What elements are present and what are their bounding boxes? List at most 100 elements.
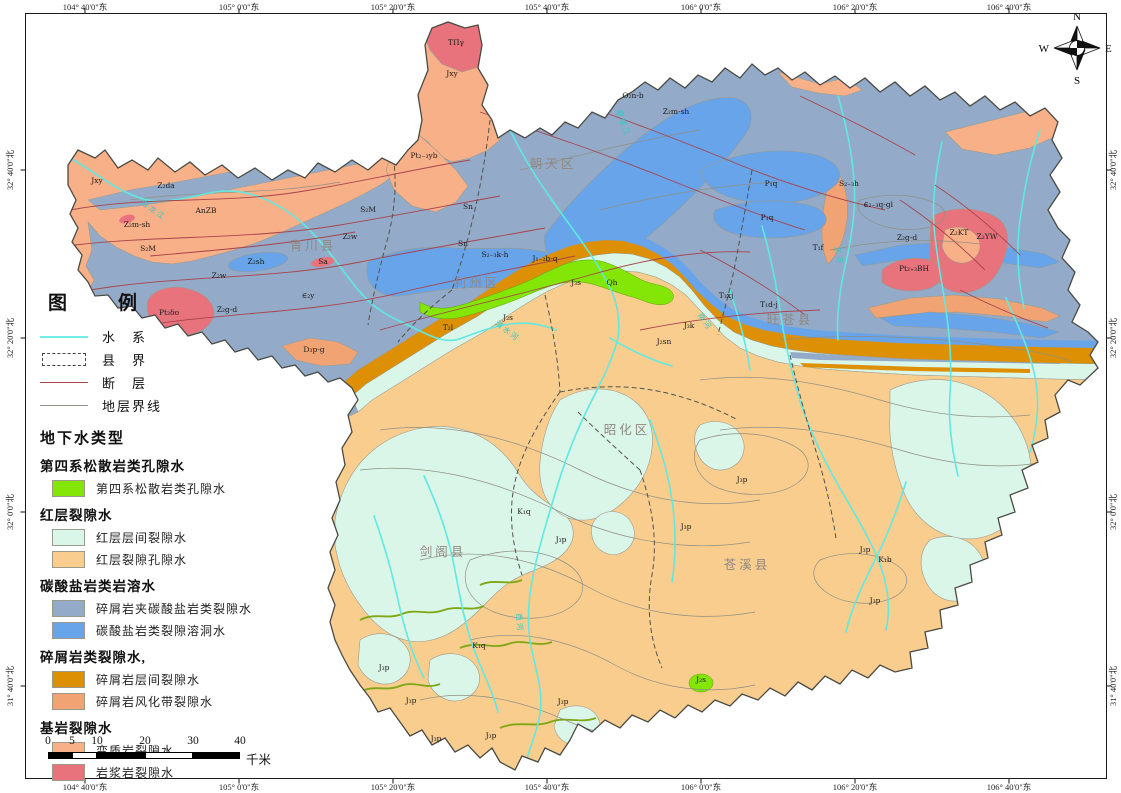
legend-title: 图 例 [48, 293, 154, 314]
legend-item: 红层裂隙孔隙水 [52, 551, 308, 568]
geologic-unit-label: J₃p [405, 696, 417, 705]
longitude-label-top: 106° 20'0"东 [832, 2, 878, 12]
legend-item-label: 第四系松散岩类孔隙水 [96, 482, 227, 496]
stratum-icon [40, 405, 88, 406]
latitude-label-right: 32° 40'0"北 [1108, 149, 1118, 191]
geologic-unit-label: J₃p [859, 545, 871, 554]
longitude-label-top: 104° 40'0"东 [62, 2, 108, 12]
county-name-label: 青川县 [290, 238, 337, 253]
color-swatch [52, 764, 85, 781]
fault-lines [69, 95, 1049, 331]
legend-item-stratum: 地层界线 [40, 394, 308, 417]
geologic-unit-label: J₂s [695, 675, 706, 684]
geologic-unit-label: Pt₂₊₃BH [899, 264, 930, 273]
unit-karst-band3 [699, 150, 840, 204]
longitude-label-top: 105° 40'0"东 [524, 2, 570, 12]
county-icon [42, 353, 86, 366]
river-name-label: 西河 [514, 613, 525, 633]
geologic-unit-label: J₁₋₂b-q [531, 254, 557, 263]
unit-weathered-d3pg [281, 337, 359, 367]
color-swatch [52, 742, 85, 759]
legend-item: 红层层间裂隙水 [52, 529, 308, 546]
longitude-label-top: 106° 0'0"东 [680, 2, 722, 12]
legend-item-label: 碳酸盐岩类裂隙溶洞水 [96, 624, 227, 638]
geologic-unit-label: J₃p [557, 697, 569, 706]
geologic-unit-label: J₂sn [656, 337, 672, 346]
unit-metamorphic-in-ne [941, 227, 981, 264]
legend-group-heading: 碎屑岩类裂隙水, [40, 650, 146, 665]
geologic-unit-label: S₂₋₃h [839, 179, 859, 188]
geologic-unit-label: Jxy [445, 69, 458, 78]
county-name-label: 昭化区 [604, 422, 651, 437]
color-swatch [52, 551, 85, 568]
unit-magmatic-lens1 [311, 257, 335, 267]
geologic-unit-label: S₂₋₃k-h [482, 250, 509, 259]
county-name-label: 剑阁县 [420, 544, 467, 559]
legend-item-label: 红层裂隙孔隙水 [96, 553, 188, 567]
latitude-label-right: 32° 0'0"北 [1108, 493, 1118, 531]
geologic-unit-label: J₃p [485, 731, 497, 740]
longitude-label-top: 106° 40'0"东 [986, 2, 1032, 12]
geologic-unit-label: D₃p-g [303, 345, 324, 354]
geologic-unit-label: J₃p [378, 663, 390, 672]
geologic-unit-label: J₃k [683, 321, 695, 330]
geologic-unit-label: Z₂w [343, 232, 358, 241]
geologic-unit-label: Qh [607, 278, 618, 287]
geologic-unit-label: Z₂da [157, 181, 175, 190]
geologic-unit-label: J₃p [680, 522, 692, 531]
latitude-label-right: 32° 20'0"北 [1108, 317, 1118, 359]
legend-item-label: 碎屑岩风化带裂隙水 [96, 695, 214, 709]
geologic-unit-label: P₁q [765, 179, 778, 188]
legend-line-items: 水 系县 界断 层地层界线 [40, 325, 308, 417]
geologic-unit-label: AnZB [195, 206, 217, 215]
latitude-label-left: 31° 40'0"北 [5, 665, 15, 707]
latitude-label-left: 32° 20'0"北 [5, 317, 15, 359]
geologic-unit-label: S₂M [360, 205, 376, 214]
legend-item: 岩浆岩裂隙水 [52, 764, 308, 781]
stratum-symbol-swatch [40, 405, 88, 406]
legend-item-county: 县 界 [40, 348, 308, 371]
geologic-unit-label: K₁b [878, 555, 892, 564]
latitude-label-left: 32° 40'0"北 [5, 149, 15, 191]
geologic-unit-label: Z₂m-sh [124, 220, 151, 229]
river-lines [69, 81, 1041, 769]
compass-n-label: N [1073, 11, 1081, 23]
graticule-ticks [20, 8, 1112, 784]
compass-s-label: S [1074, 75, 1080, 87]
county-name-label: 苍溪县 [724, 557, 771, 572]
color-swatch [52, 600, 85, 617]
geologic-unit-label: J₃p [430, 734, 442, 743]
river-icon [40, 335, 88, 338]
longitude-label-bottom: 105° 40'0"东 [524, 782, 570, 792]
geologic-unit-label: J₃s [570, 278, 581, 287]
legend-item-fault: 断 层 [40, 371, 308, 394]
color-swatch [52, 622, 85, 639]
color-swatch [52, 693, 85, 710]
geologic-unit-label: J₃p [869, 596, 881, 605]
geologic-unit-label: ∈₂y [302, 291, 316, 300]
longitude-label-bottom: 104° 40'0"东 [62, 782, 108, 792]
geologic-unit-label: ΤΠγ [448, 38, 465, 47]
longitude-label-bottom: 105° 20'0"东 [370, 782, 416, 792]
geologic-unit-label: K₁q [472, 641, 486, 650]
unit-magmatic-lens2 [119, 214, 135, 224]
unit-karst-lens [228, 251, 288, 273]
river-name-label: 东河 [832, 245, 845, 265]
longitude-label-top: 105° 20'0"东 [370, 2, 416, 12]
compass-w-label: W [1039, 43, 1050, 55]
longitude-label-bottom: 106° 40'0"东 [986, 782, 1032, 792]
geologic-unit-label: J₃p [555, 535, 567, 544]
legend: 图 例 水 系县 界断 层地层界线 地下水类型 第四系松散岩类孔隙水 第四系松散岩… [40, 288, 308, 786]
latitude-label-right: 31° 40'0"北 [1108, 665, 1118, 707]
map-neatline [25, 13, 1107, 779]
longitude-label-bottom: 106° 20'0"东 [832, 782, 878, 792]
unit-magmatic-ne2 [881, 257, 944, 292]
legend-item-label: 县 界 [102, 353, 148, 368]
legend-item-label: 地层界线 [102, 399, 163, 414]
legend-item-label: 变质岩裂隙水 [96, 744, 175, 758]
longitude-label-top: 105° 0'0"东 [218, 2, 260, 12]
geologic-unit-label: Z₂sh [248, 257, 265, 266]
geologic-unit-label: Z₂YW [977, 232, 998, 241]
county-name-label: 利州区 [454, 275, 501, 290]
geologic-unit-label: Z₂g-d [897, 233, 918, 242]
